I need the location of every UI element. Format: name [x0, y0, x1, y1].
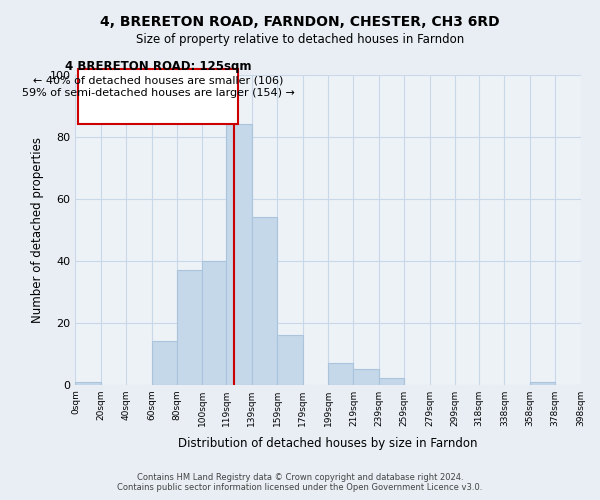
- Bar: [177, 270, 202, 384]
- Text: ← 40% of detached houses are smaller (106): ← 40% of detached houses are smaller (10…: [33, 76, 283, 86]
- Bar: [277, 335, 302, 384]
- Bar: [76, 382, 101, 384]
- Text: 4 BRERETON ROAD: 125sqm: 4 BRERETON ROAD: 125sqm: [65, 60, 251, 74]
- X-axis label: Distribution of detached houses by size in Farndon: Distribution of detached houses by size …: [178, 437, 478, 450]
- Bar: [152, 342, 177, 384]
- Text: 59% of semi-detached houses are larger (154) →: 59% of semi-detached houses are larger (…: [22, 88, 295, 98]
- Text: 4, BRERETON ROAD, FARNDON, CHESTER, CH3 6RD: 4, BRERETON ROAD, FARNDON, CHESTER, CH3 …: [100, 15, 500, 29]
- Text: Contains HM Land Registry data © Crown copyright and database right 2024.
Contai: Contains HM Land Registry data © Crown c…: [118, 473, 482, 492]
- Bar: [530, 382, 555, 384]
- Bar: [379, 378, 404, 384]
- Bar: [353, 369, 379, 384]
- Bar: [328, 363, 353, 384]
- Text: Size of property relative to detached houses in Farndon: Size of property relative to detached ho…: [136, 32, 464, 46]
- Bar: [226, 124, 252, 384]
- Bar: [202, 261, 226, 384]
- Bar: [252, 218, 277, 384]
- FancyBboxPatch shape: [78, 68, 238, 124]
- Y-axis label: Number of detached properties: Number of detached properties: [31, 137, 44, 323]
